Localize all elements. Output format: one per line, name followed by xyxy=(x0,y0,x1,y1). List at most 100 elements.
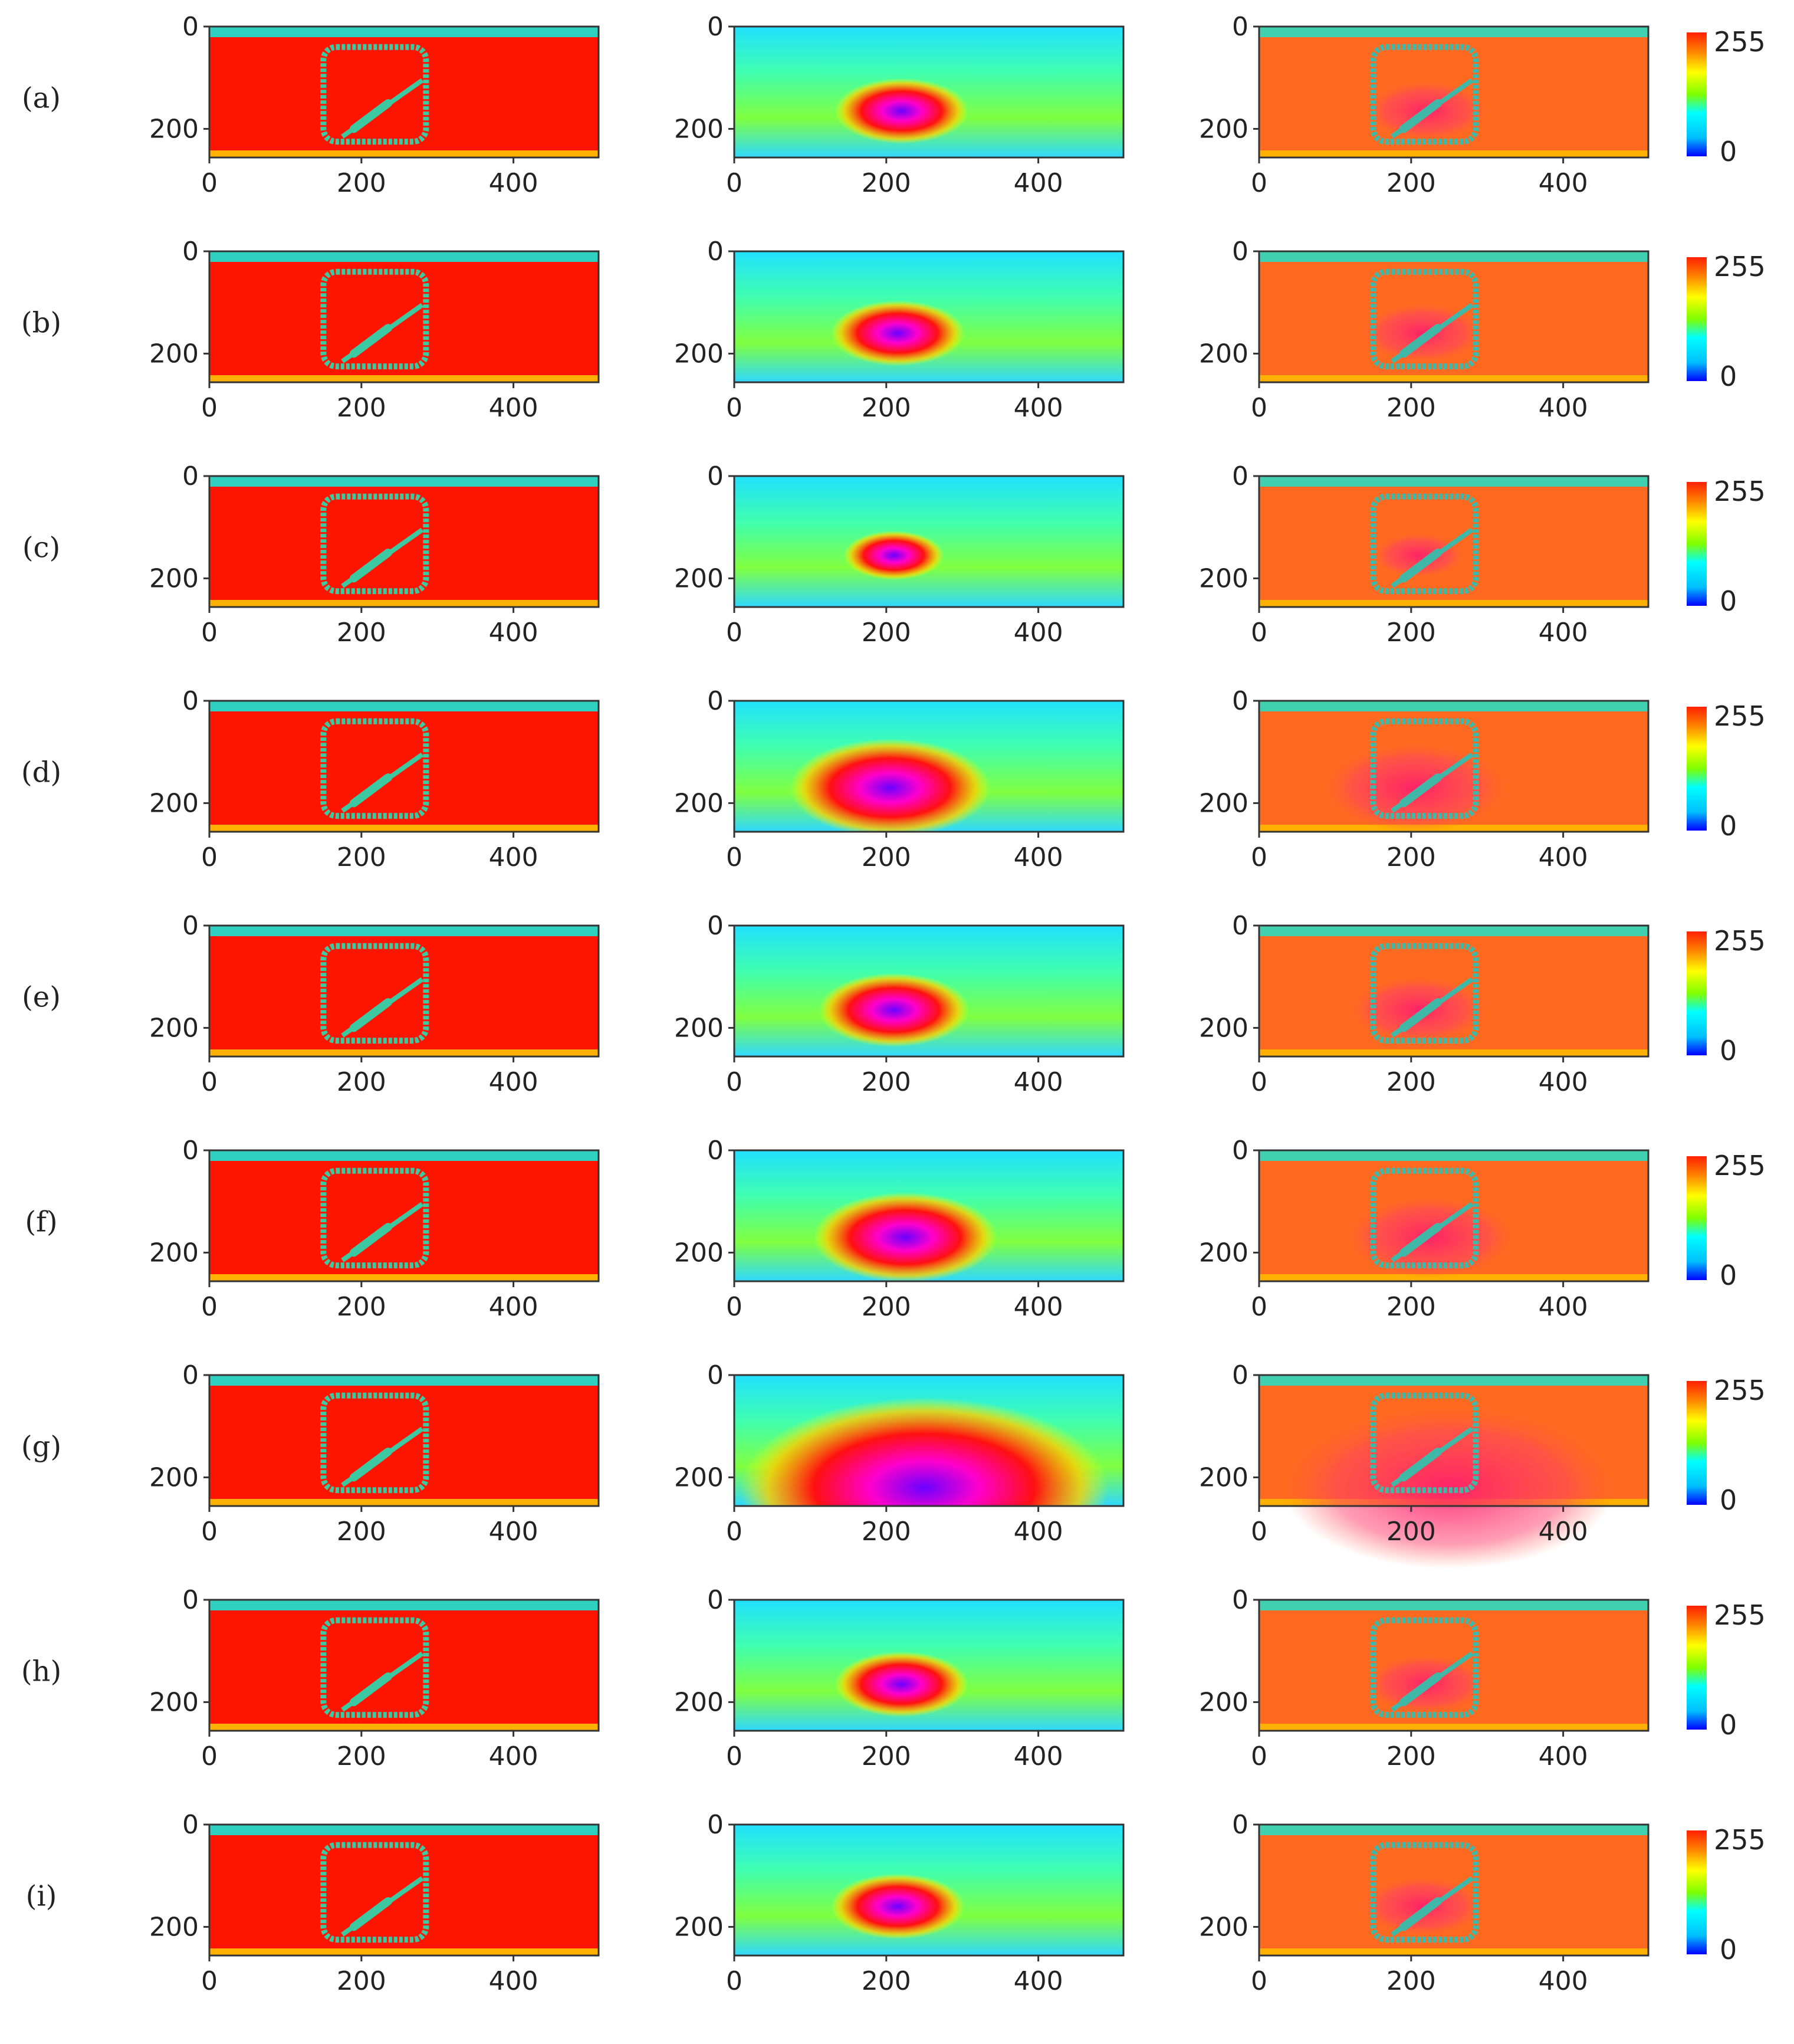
y-tick-label: 200 xyxy=(1199,114,1248,144)
colorbar-max-label: 255 xyxy=(1714,1150,1766,1182)
y-tick-label: 200 xyxy=(1199,339,1248,369)
colorbar-gradient xyxy=(1687,1381,1707,1505)
y-tick-label: 200 xyxy=(1199,563,1248,593)
input-top-band xyxy=(209,27,599,37)
panel-frame xyxy=(1258,924,1650,1058)
x-tick-label: 0 xyxy=(1251,842,1267,872)
y-tick-label: 200 xyxy=(149,1013,199,1043)
object-diagonal-inner xyxy=(349,1672,392,1707)
input-top-band xyxy=(209,1150,599,1161)
y-tick-label: 200 xyxy=(674,339,724,369)
panel-frame xyxy=(1258,1823,1650,1957)
fused-top-band xyxy=(1259,251,1648,262)
panel-frame xyxy=(208,1149,600,1282)
colorbar-gradient xyxy=(1687,931,1707,1055)
object-diagonal-inner xyxy=(1399,549,1442,583)
panel-frame xyxy=(208,700,600,833)
y-tick-label: 0 xyxy=(707,686,724,716)
x-tick-label: 0 xyxy=(201,393,218,423)
x-tick-label: 200 xyxy=(1386,1517,1436,1547)
input-top-band xyxy=(209,1825,599,1835)
y-tick-label: 0 xyxy=(707,1360,724,1390)
panel-frame xyxy=(1258,1599,1650,1732)
y-tick-label: 200 xyxy=(149,1912,199,1942)
x-tick-label: 0 xyxy=(201,1741,218,1771)
colorbar-max-label: 255 xyxy=(1714,925,1766,957)
x-tick-label: 0 xyxy=(1251,1517,1267,1547)
object-diagonal-inner xyxy=(1399,1448,1442,1482)
x-tick-label: 0 xyxy=(201,1292,218,1322)
colorbar-max-label: 255 xyxy=(1714,1374,1766,1406)
x-tick-label: 0 xyxy=(726,1966,742,1996)
y-tick-label: 0 xyxy=(1232,911,1248,941)
x-tick-label: 400 xyxy=(489,1067,538,1097)
object-outline xyxy=(320,1842,429,1943)
row-label: (a) xyxy=(22,82,61,115)
colorbar-min-label: 0 xyxy=(1720,360,1737,392)
x-tick-label: 200 xyxy=(337,618,386,648)
x-tick-label: 200 xyxy=(862,393,911,423)
colorbar-min-label: 0 xyxy=(1720,1484,1737,1516)
panel-frame xyxy=(208,1374,600,1507)
y-tick-label: 200 xyxy=(149,114,199,144)
panel-frame xyxy=(1258,1374,1650,1507)
fused-bottom-band xyxy=(1259,1049,1648,1057)
x-tick-label: 0 xyxy=(201,1067,218,1097)
y-tick-label: 200 xyxy=(1199,1013,1248,1043)
panel-frame xyxy=(208,924,600,1058)
y-tick-label: 200 xyxy=(674,1462,724,1492)
object-outline xyxy=(1370,44,1479,145)
attention-content xyxy=(734,1825,1123,1956)
x-tick-label: 400 xyxy=(1014,1741,1063,1771)
row-label: (e) xyxy=(22,981,61,1014)
panel-frame xyxy=(733,25,1125,159)
x-tick-label: 200 xyxy=(1386,1292,1436,1322)
input-top-band xyxy=(209,701,599,711)
y-tick-label: 200 xyxy=(149,339,199,369)
object-outline xyxy=(320,44,429,145)
colorbar-max-label: 255 xyxy=(1714,1824,1766,1856)
x-tick-label: 400 xyxy=(489,1292,538,1322)
row-label: (b) xyxy=(21,307,61,340)
colorbar-max-label: 255 xyxy=(1714,475,1766,507)
object-outline xyxy=(1370,943,1479,1044)
x-tick-label: 200 xyxy=(862,1741,911,1771)
x-tick-label: 200 xyxy=(1386,1741,1436,1771)
y-tick-label: 0 xyxy=(707,237,724,267)
x-tick-label: 400 xyxy=(1014,1292,1063,1322)
input-top-band xyxy=(209,1600,599,1610)
y-tick-label: 0 xyxy=(707,12,724,42)
y-tick-label: 0 xyxy=(182,1360,199,1390)
y-tick-label: 0 xyxy=(707,1136,724,1166)
x-tick-label: 0 xyxy=(201,168,218,198)
y-tick-label: 200 xyxy=(1199,1462,1248,1492)
panel-frame xyxy=(733,1374,1125,1507)
x-tick-label: 400 xyxy=(489,1966,538,1996)
attention-content xyxy=(734,27,1123,158)
object-diagonal-inner xyxy=(349,1223,392,1257)
x-tick-label: 400 xyxy=(489,842,538,872)
y-tick-label: 200 xyxy=(1199,788,1248,818)
x-tick-label: 200 xyxy=(1386,1966,1436,1996)
x-tick-label: 0 xyxy=(201,1966,218,1996)
fused-peak xyxy=(1374,533,1464,578)
y-tick-label: 0 xyxy=(1232,686,1248,716)
object-outline xyxy=(320,1392,429,1494)
x-tick-label: 400 xyxy=(1539,1292,1588,1322)
attention-peak xyxy=(843,530,944,580)
x-tick-label: 400 xyxy=(489,168,538,198)
panel-frame xyxy=(208,250,600,383)
colorbar-gradient xyxy=(1687,1830,1707,1954)
